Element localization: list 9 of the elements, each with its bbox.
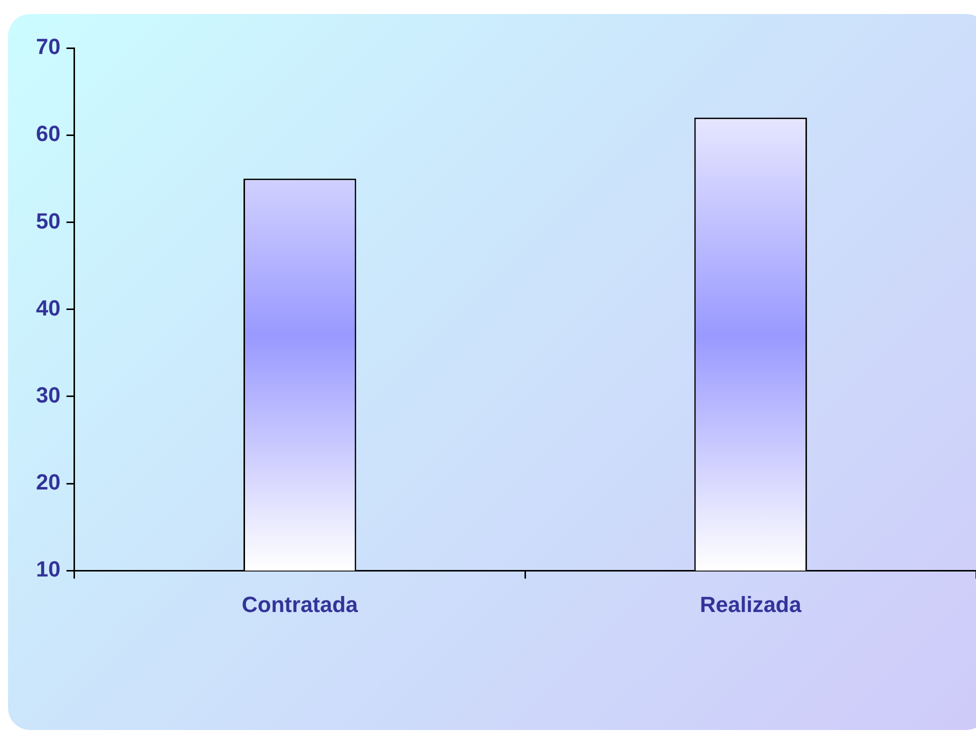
y-tick-label: 10: [36, 556, 60, 582]
x-tick-label: Contratada: [242, 592, 359, 617]
y-tick-label: 30: [36, 382, 60, 408]
y-tick-label: 20: [36, 470, 60, 495]
y-tick-label: 50: [36, 208, 60, 234]
y-tick-label: 70: [36, 34, 60, 60]
y-tick-label: 40: [36, 295, 60, 320]
x-tick-label: Realizada: [700, 592, 802, 617]
y-tick-label: 60: [36, 121, 60, 146]
